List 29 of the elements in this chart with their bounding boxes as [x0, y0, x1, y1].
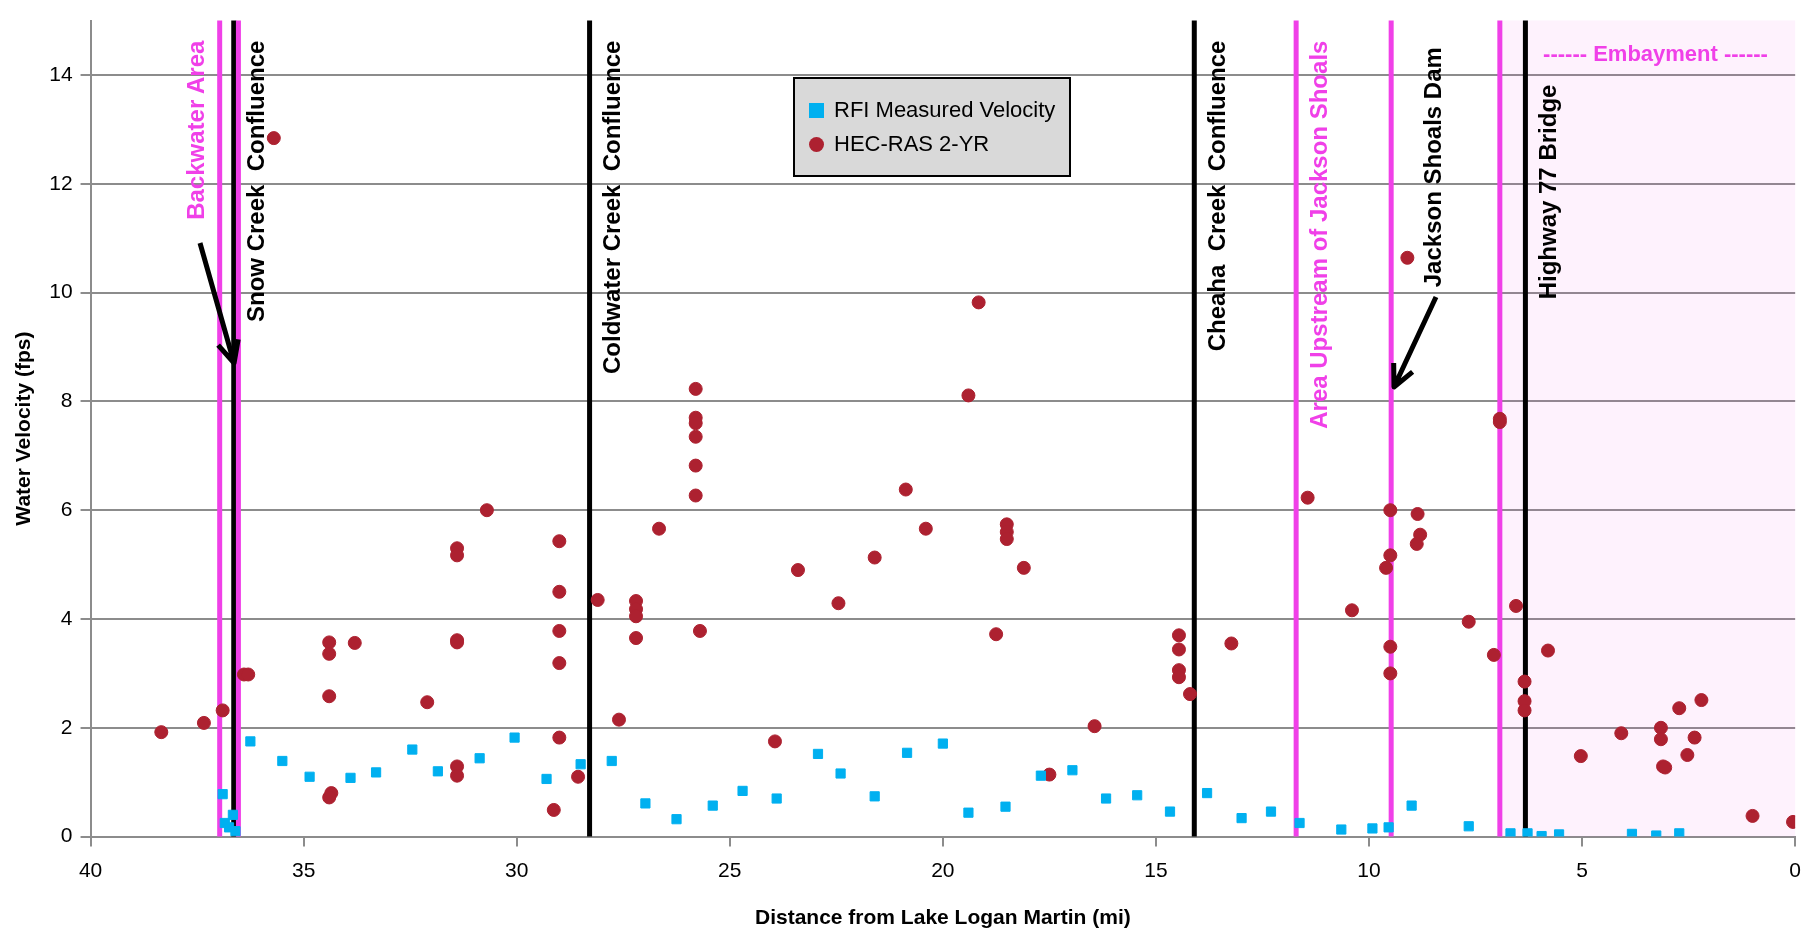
x-tick-label: 40: [78, 858, 103, 881]
y-tick-label: 12: [49, 170, 73, 194]
ref-line-label: Area Upstream of Jackson Shoals: [1304, 40, 1332, 429]
x-tick-label: 25: [718, 858, 742, 881]
y-tick-label: 0: [60, 823, 73, 847]
x-tick-label: 0: [1789, 858, 1801, 881]
x-tick-label: 5: [1576, 858, 1588, 881]
x-tick-label: 20: [931, 858, 955, 881]
x-axis-title: Distance from Lake Logan Martin (mi): [754, 905, 1131, 929]
x-tick-label: 30: [505, 858, 529, 881]
legend-label: HEC-RAS 2-YR: [834, 131, 990, 157]
x-tick-label: 15: [1144, 858, 1168, 881]
x-tick-label: 10: [1357, 858, 1381, 881]
ref-line-label: Backwater Area: [182, 39, 210, 220]
y-axis-title: Water Velocity (fps): [11, 331, 35, 526]
y-tick-label: 6: [60, 497, 73, 520]
y-tick-label: 8: [60, 388, 73, 412]
ref-line-label: Snow Creek Confluence: [242, 40, 270, 322]
annotation: Jackson Shoals Dam: [1418, 47, 1446, 288]
y-tick-label: 10: [49, 279, 73, 303]
band-label: ------ Embayment ------: [1543, 40, 1768, 66]
x-tick-label: 35: [291, 858, 316, 881]
y-tick-label: 4: [60, 605, 73, 629]
ref-line-label: Cheaha Creek Confluence: [1202, 40, 1230, 352]
legend-label: RFI Measured Velocity: [834, 97, 1056, 123]
y-tick-label: 2: [60, 714, 73, 738]
ref-line-label: Highway 77 Bridge: [1534, 84, 1562, 300]
ref-line-label: Coldwater Creek Confluence: [598, 40, 626, 375]
y-tick-label: 14: [49, 61, 73, 85]
